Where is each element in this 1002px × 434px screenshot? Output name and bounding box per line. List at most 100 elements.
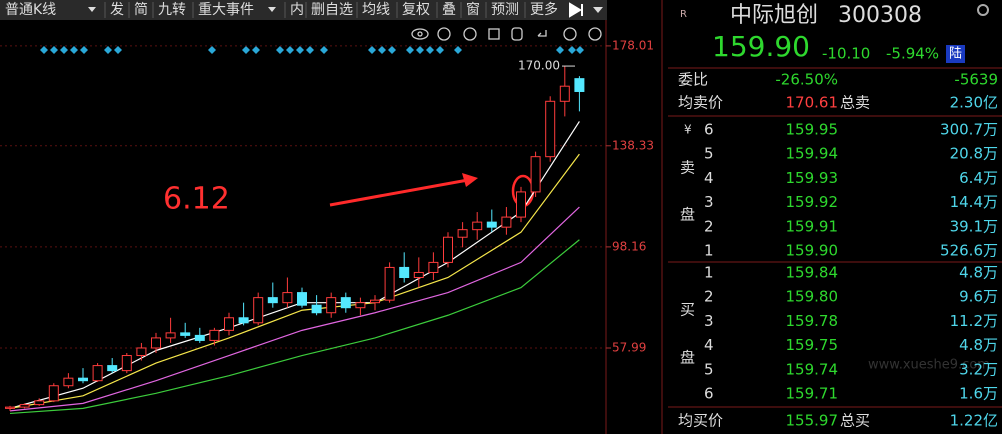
dropdown[interactable]: [88, 7, 96, 12]
side-label: 盘: [680, 349, 695, 367]
candle-body: [384, 266, 395, 301]
candle-body: [530, 156, 541, 193]
candle-body: [5, 406, 15, 409]
candle-body: [516, 191, 526, 218]
level-volume: 4.8万: [959, 264, 998, 282]
label: 委比: [678, 71, 708, 89]
level-volume: 3.2万: [959, 360, 998, 378]
candle-body: [151, 337, 161, 349]
change: -10.10: [822, 45, 870, 63]
event-marker: [50, 46, 58, 54]
candle-body: [501, 216, 512, 228]
level-price: 159.92: [786, 193, 839, 211]
avg-sell: 170.61: [786, 94, 839, 112]
high-label: 170.00: [518, 59, 560, 73]
label: 均买价: [678, 412, 723, 430]
y-tick-label: 57.99: [612, 341, 646, 355]
candle-body: [224, 317, 234, 331]
level: 6: [704, 121, 714, 139]
candle-body: [238, 317, 249, 324]
event-marker: [40, 46, 48, 54]
event-marker: [306, 46, 314, 54]
candle-body: [180, 332, 191, 336]
toolbar-item[interactable]: 预测: [491, 2, 519, 18]
moving-average: [9, 239, 580, 415]
candle-body: [574, 78, 585, 92]
weibi-pct: -26.50%: [775, 71, 838, 89]
candle-body: [19, 404, 30, 408]
event-marker: [436, 46, 444, 54]
event-marker: [426, 46, 434, 54]
toolbar-item[interactable]: 删自选: [311, 2, 353, 18]
event-marker: [406, 46, 414, 54]
candle-body: [209, 329, 220, 341]
level-volume: 300.7万: [940, 121, 998, 139]
label: 总买: [840, 412, 870, 430]
event-marker: [208, 46, 216, 54]
level-volume: 6.4万: [959, 169, 998, 187]
play-button[interactable]: [569, 2, 583, 18]
level: 1: [704, 242, 714, 260]
toolbar-item[interactable]: 简: [134, 1, 148, 18]
y-tick-label: 98.16: [612, 239, 646, 253]
candle-body: [282, 292, 293, 304]
change-pct: -5.94%: [886, 45, 939, 63]
level-price: 159.75: [786, 336, 839, 354]
y-tick-label: 178.01: [612, 38, 654, 52]
event-marker: [416, 46, 424, 54]
plot: 57.99 98.16 138.33 178.01 170.00: [0, 38, 654, 415]
candle-body: [443, 236, 453, 263]
candle-body: [34, 400, 45, 406]
event-marker: [320, 46, 328, 54]
dropdown[interactable]: [268, 7, 276, 12]
level-price: 159.93: [786, 169, 839, 187]
quote-panel[interactable]: www.xueshe9.com R 中际旭创 300308 159.90 -10.10 -5…: [668, 3, 1002, 430]
event-marker: [104, 46, 112, 54]
candle-body: [267, 297, 278, 304]
candle-body: [326, 297, 337, 314]
level: 1: [704, 264, 714, 282]
toolbar-item[interactable]: 内: [290, 2, 304, 18]
candle-body: [457, 229, 468, 238]
event-marker: [242, 46, 250, 54]
level-volume: 526.6万: [940, 242, 998, 260]
level: 6: [704, 385, 714, 403]
level: 3: [704, 193, 714, 211]
event-marker: [368, 46, 376, 54]
level-price: 159.94: [786, 145, 839, 163]
total-sell: 2.30亿: [950, 94, 998, 112]
side-label: 买: [680, 301, 695, 319]
toolbar-item[interactable]: 叠: [442, 2, 456, 18]
toolbar-item[interactable]: 复权: [402, 1, 430, 18]
level-price: 159.71: [786, 385, 839, 403]
event-marker: [296, 46, 304, 54]
watermark: www.xueshe9.com: [868, 358, 990, 373]
toolbar-item[interactable]: 更多: [530, 1, 558, 18]
settings-icon[interactable]: [977, 4, 990, 16]
toolbar-item[interactable]: 重大事件: [198, 2, 254, 18]
chart-icons: [411, 27, 602, 41]
arrow: [329, 178, 469, 207]
stock-code: 300308: [838, 3, 922, 28]
toolbar-bg: [0, 0, 607, 20]
candle-body: [253, 297, 264, 324]
toolbar-item[interactable]: 九转: [158, 2, 186, 18]
level: 2: [704, 217, 714, 235]
event-marker: [576, 46, 584, 54]
toolbar-item[interactable]: 均线: [362, 2, 390, 18]
toolbar-item[interactable]: 普通K线: [5, 2, 56, 18]
level: 3: [704, 312, 714, 330]
level-volume: 14.4万: [950, 193, 998, 211]
total-buy: 1.22亿: [950, 412, 998, 430]
toolbar-item[interactable]: 窗: [466, 1, 480, 18]
badge-bg: [946, 45, 965, 63]
event-marker: [454, 46, 462, 54]
dropdown[interactable]: [593, 7, 603, 13]
toolbar-item[interactable]: 发: [110, 2, 124, 18]
candle-body: [107, 365, 118, 372]
event-marker: [252, 46, 260, 54]
stock-name: 中际旭创: [730, 3, 818, 28]
event-marker: [80, 46, 88, 54]
